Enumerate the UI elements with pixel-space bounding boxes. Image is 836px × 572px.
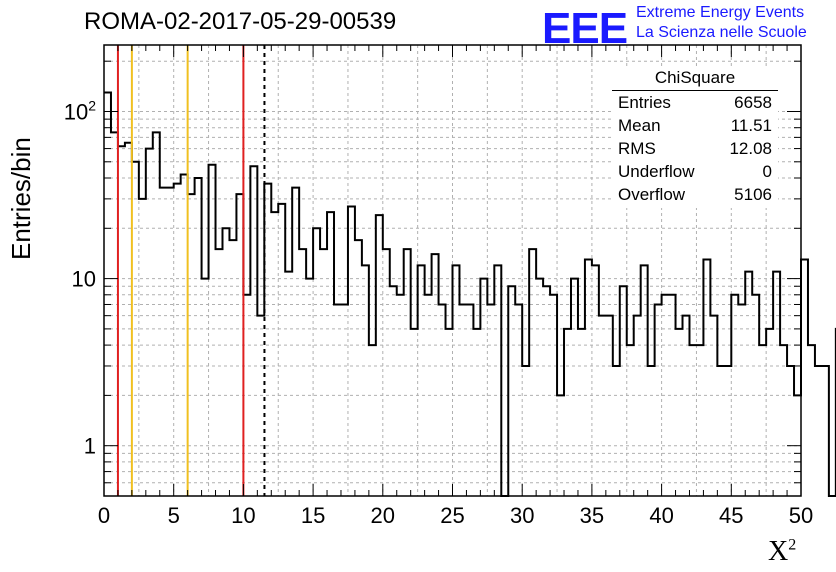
y-tick-label: 102 [64,97,96,124]
stats-label: Mean [618,116,661,135]
eee-logo: EEE [542,4,628,53]
stats-row-underflow: Underflow 0 [612,160,778,183]
x-tick-label: 40 [649,503,673,528]
x-tick-label: 35 [580,503,604,528]
x-tick-label: 10 [231,503,255,528]
stats-row-mean: Mean 11.51 [612,114,778,137]
stats-title: ChiSquare [654,68,736,87]
x-tick-label: 0 [98,503,110,528]
stats-value: 5106 [734,185,772,204]
x-tick-label: 45 [719,503,743,528]
x-tick-label: 20 [371,503,395,528]
y-axis-label: Entries/bin [6,137,36,260]
reference-lines [116,45,266,496]
x-tick-label: 30 [510,503,534,528]
stats-value: 6658 [734,93,772,112]
x-tick-label: 15 [301,503,325,528]
stats-value: 12.08 [729,139,772,158]
stats-row-overflow: Overflow 5106 [612,183,778,206]
stats-value: 0 [762,162,772,181]
x-axis-label-exponent: 2 [788,536,797,554]
stats-label: Overflow [618,185,686,204]
stats-box: ChiSquare Entries 6658 Mean 11.51 RMS 12… [612,66,778,208]
stats-row-rms: RMS 12.08 [612,137,778,160]
y-tick-label: 10 [72,267,96,292]
stats-label: RMS [618,139,656,158]
logo-subtitle-1: Extreme Energy Events [636,4,805,21]
grid-lines [103,45,802,497]
y-tick-label: 1 [84,434,96,459]
chart-title: ROMA-02-2017-05-29-00539 [84,8,397,35]
histogram-line [104,91,836,497]
x-axis-label: X2 [768,536,796,568]
logo-subtitle-2: La Scienza nelle Scuole [636,24,807,41]
stats-row-entries: Entries 6658 [612,91,778,114]
stats-label: Entries [618,93,671,112]
stats-label: Underflow [618,162,695,181]
stats-divider [612,90,778,91]
x-tick-label: 25 [440,503,464,528]
x-tick-label: 5 [168,503,180,528]
axis-ticks [103,45,802,497]
x-axis-label-base: X [768,536,789,567]
stats-value: 11.51 [730,116,772,135]
histogram-series [104,91,836,497]
x-tick-label: 50 [789,503,813,528]
tick-labels: 0 5 10 15 20 25 30 35 40 45 50 1 10 102 [64,97,814,528]
